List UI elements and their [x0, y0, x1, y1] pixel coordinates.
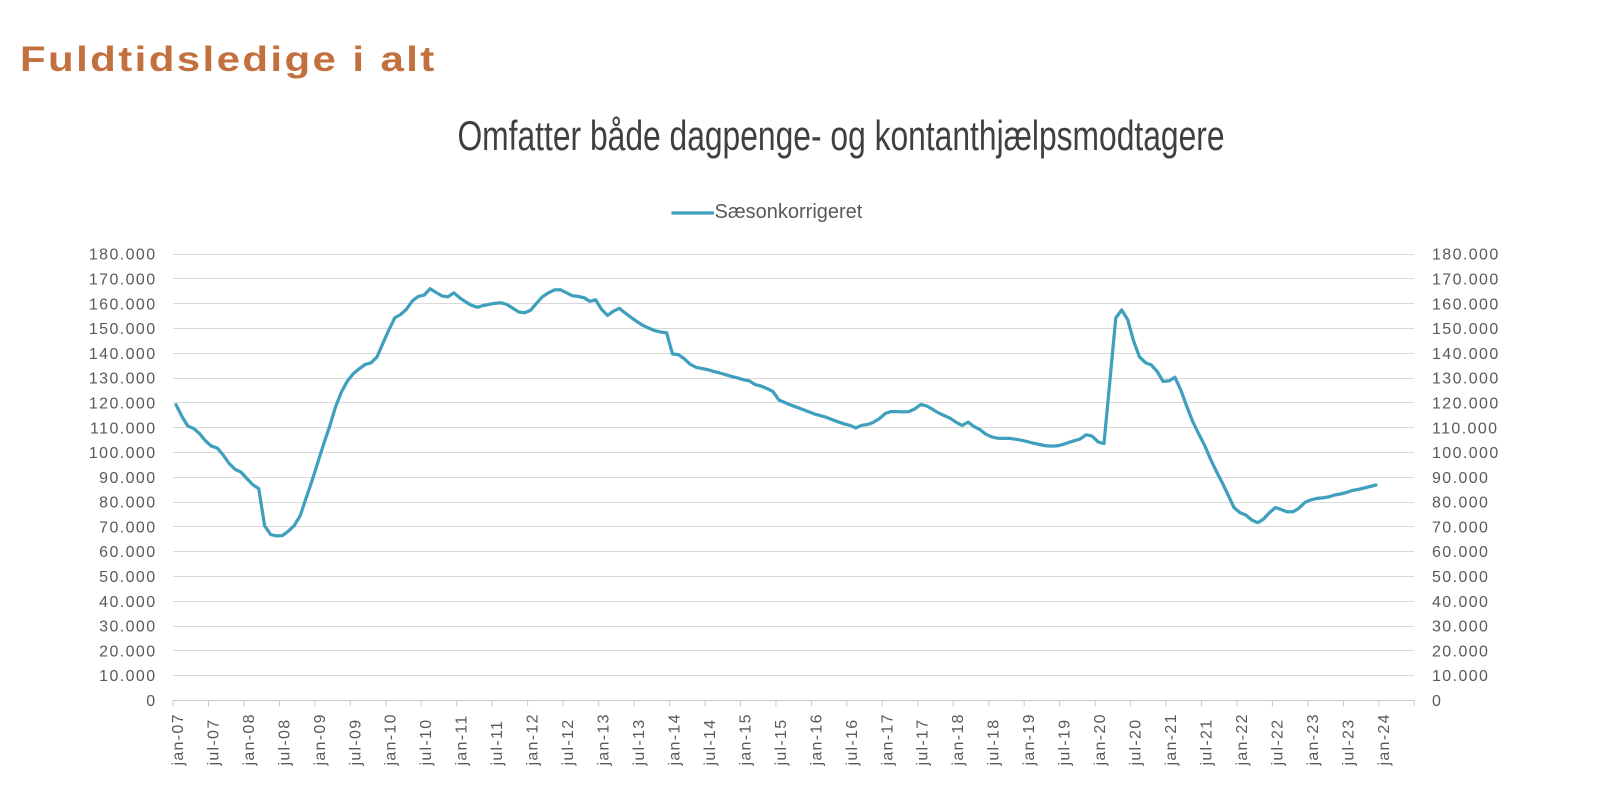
svg-text:150.000: 150.000: [1432, 321, 1500, 338]
svg-text:jan-10: jan-10: [383, 713, 400, 766]
svg-text:30.000: 30.000: [99, 619, 156, 636]
svg-text:jul-21: jul-21: [1199, 719, 1216, 767]
svg-text:40.000: 40.000: [1432, 594, 1489, 611]
svg-text:jan-11: jan-11: [454, 714, 471, 766]
svg-text:110.000: 110.000: [1432, 420, 1498, 437]
svg-text:170.000: 170.000: [1432, 272, 1500, 289]
svg-text:jan-14: jan-14: [667, 713, 684, 766]
svg-text:jul-12: jul-12: [560, 719, 577, 767]
svg-text:jul-10: jul-10: [418, 719, 435, 767]
svg-text:jan-19: jan-19: [1021, 713, 1038, 766]
svg-text:160.000: 160.000: [1432, 296, 1500, 313]
svg-text:jan-13: jan-13: [596, 713, 613, 766]
svg-text:170.000: 170.000: [89, 272, 157, 289]
svg-text:40.000: 40.000: [99, 594, 156, 611]
svg-text:140.000: 140.000: [1432, 346, 1500, 363]
svg-text:jan-20: jan-20: [1092, 713, 1109, 766]
svg-text:jul-08: jul-08: [276, 719, 293, 767]
svg-text:jul-07: jul-07: [205, 719, 222, 767]
svg-text:jul-13: jul-13: [631, 719, 648, 767]
svg-text:50.000: 50.000: [1432, 569, 1489, 586]
svg-text:120.000: 120.000: [89, 396, 157, 413]
svg-text:160.000: 160.000: [89, 296, 157, 313]
svg-text:jul-22: jul-22: [1269, 719, 1286, 767]
svg-text:10.000: 10.000: [1432, 668, 1489, 685]
svg-text:jan-22: jan-22: [1234, 713, 1251, 766]
svg-text:180.000: 180.000: [89, 247, 157, 264]
svg-text:120.000: 120.000: [1432, 396, 1500, 413]
svg-text:180.000: 180.000: [1432, 247, 1500, 264]
svg-text:jul-18: jul-18: [986, 719, 1003, 767]
svg-text:20.000: 20.000: [1432, 643, 1489, 660]
svg-text:100.000: 100.000: [1432, 445, 1500, 462]
svg-text:jan-18: jan-18: [950, 713, 967, 766]
svg-text:jul-17: jul-17: [915, 719, 932, 767]
svg-text:30.000: 30.000: [1432, 619, 1489, 636]
svg-text:jan-17: jan-17: [879, 713, 896, 766]
svg-text:jan-21: jan-21: [1163, 713, 1180, 766]
svg-text:jul-19: jul-19: [1057, 719, 1074, 767]
svg-text:100.000: 100.000: [89, 445, 157, 462]
svg-text:jan-08: jan-08: [241, 713, 258, 766]
svg-text:50.000: 50.000: [99, 569, 156, 586]
svg-text:jul-16: jul-16: [844, 719, 861, 767]
svg-text:20.000: 20.000: [99, 643, 156, 660]
svg-text:60.000: 60.000: [99, 544, 156, 561]
svg-text:jan-07: jan-07: [170, 713, 187, 766]
svg-text:jul-15: jul-15: [773, 719, 790, 767]
svg-text:10.000: 10.000: [99, 668, 156, 685]
svg-text:130.000: 130.000: [1432, 371, 1500, 388]
svg-text:80.000: 80.000: [99, 495, 156, 512]
svg-text:150.000: 150.000: [89, 321, 157, 338]
svg-text:jul-14: jul-14: [702, 719, 719, 767]
svg-text:110.000: 110.000: [90, 420, 156, 437]
svg-text:jan-16: jan-16: [808, 713, 825, 766]
svg-text:60.000: 60.000: [1432, 544, 1489, 561]
svg-text:70.000: 70.000: [99, 519, 156, 536]
svg-text:jul-11: jul-11: [489, 720, 506, 767]
svg-text:70.000: 70.000: [1432, 519, 1489, 536]
svg-text:0: 0: [1432, 693, 1442, 710]
svg-text:90.000: 90.000: [1432, 470, 1489, 487]
svg-text:0: 0: [146, 693, 156, 710]
svg-text:jan-12: jan-12: [525, 713, 542, 766]
svg-text:jan-15: jan-15: [737, 713, 754, 766]
svg-text:jan-23: jan-23: [1305, 713, 1322, 766]
svg-text:130.000: 130.000: [89, 371, 157, 388]
svg-text:80.000: 80.000: [1432, 495, 1489, 512]
svg-text:90.000: 90.000: [99, 470, 156, 487]
svg-text:jul-20: jul-20: [1128, 719, 1145, 767]
svg-text:jan-09: jan-09: [312, 713, 329, 766]
svg-text:140.000: 140.000: [89, 346, 157, 363]
svg-text:jul-23: jul-23: [1340, 719, 1357, 767]
svg-text:jul-09: jul-09: [347, 719, 364, 767]
svg-text:Sæsonkorrigeret: Sæsonkorrigeret: [715, 201, 863, 223]
svg-text:jan-24: jan-24: [1376, 713, 1393, 766]
